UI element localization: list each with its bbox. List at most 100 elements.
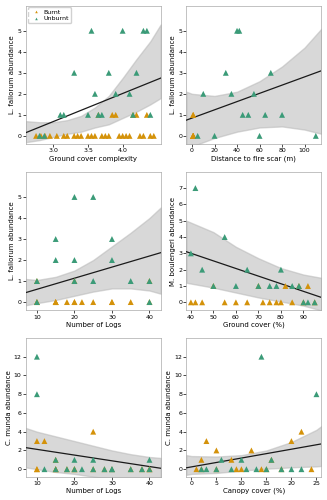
Point (91, 277, 96, 285)
Point (267, 282, 272, 290)
Point (214, 465, 219, 473)
Point (147, 465, 152, 473)
Point (75, 132, 80, 140)
Point (64, 465, 70, 473)
Point (134, 69, 139, 77)
Point (191, 132, 196, 140)
Point (109, 465, 114, 473)
Point (245, 266, 250, 274)
Point (72, 277, 77, 285)
Point (278, 298, 284, 306)
Point (72, 465, 77, 473)
Point (61, 132, 66, 140)
Point (128, 465, 133, 473)
Point (212, 132, 217, 140)
Point (79, 298, 85, 306)
Point (109, 298, 114, 306)
Point (237, 27, 242, 35)
Point (191, 132, 196, 140)
Point (34, 465, 40, 473)
Point (239, 456, 244, 464)
Point (127, 132, 132, 140)
Point (314, 390, 319, 398)
Point (191, 132, 196, 140)
Point (53, 465, 58, 473)
Point (128, 465, 133, 473)
Point (144, 111, 149, 119)
Point (43, 132, 48, 140)
Point (53, 465, 58, 473)
Point (53, 456, 58, 464)
Point (72, 298, 77, 306)
Point (58, 111, 63, 119)
Point (42, 132, 47, 140)
Point (201, 90, 206, 98)
Point (34, 298, 40, 306)
Point (233, 282, 238, 290)
Point (244, 465, 249, 473)
Point (289, 437, 294, 445)
Point (191, 111, 196, 119)
Point (195, 132, 200, 140)
Point (85, 111, 91, 119)
Point (89, 132, 94, 140)
Point (128, 277, 133, 285)
Point (151, 132, 156, 140)
Point (309, 465, 314, 473)
Point (53, 298, 58, 306)
Point (199, 266, 205, 274)
Point (65, 132, 70, 140)
Point (299, 465, 304, 473)
Point (124, 132, 129, 140)
Point (91, 428, 96, 436)
Point (109, 465, 114, 473)
Point (53, 235, 58, 243)
Point (120, 132, 125, 140)
Point (193, 298, 198, 306)
Point (103, 132, 108, 140)
Point (72, 277, 77, 285)
Point (289, 465, 294, 473)
Point (72, 69, 77, 77)
Point (53, 298, 58, 306)
Point (99, 111, 104, 119)
Point (91, 465, 96, 473)
Point (72, 256, 77, 264)
Point (102, 465, 107, 473)
Point (113, 111, 118, 119)
Point (34, 298, 40, 306)
Point (42, 437, 47, 445)
Point (274, 282, 279, 290)
Point (139, 465, 145, 473)
Point (233, 298, 238, 306)
Point (85, 132, 91, 140)
Y-axis label: C. munda abundance: C. munda abundance (166, 370, 172, 444)
Point (109, 465, 114, 473)
Point (239, 465, 244, 473)
Point (199, 456, 204, 464)
Point (245, 298, 250, 306)
Point (211, 282, 216, 290)
Point (269, 456, 274, 464)
Point (91, 456, 96, 464)
Point (264, 465, 269, 473)
Point (72, 465, 77, 473)
Y-axis label: L. faliorum abundance: L. faliorum abundance (9, 36, 15, 114)
Point (249, 446, 254, 454)
Point (109, 256, 114, 264)
Point (199, 465, 204, 473)
Point (72, 456, 77, 464)
Point (259, 352, 264, 360)
Point (188, 298, 194, 306)
Point (219, 456, 224, 464)
Point (191, 132, 196, 140)
Point (223, 69, 228, 77)
Point (283, 282, 288, 290)
Point (91, 298, 96, 306)
X-axis label: Distance to fire scar (m): Distance to fire scar (m) (212, 156, 296, 162)
Point (191, 132, 196, 140)
Point (268, 69, 273, 77)
Point (234, 27, 240, 35)
Point (147, 465, 152, 473)
Point (99, 132, 104, 140)
